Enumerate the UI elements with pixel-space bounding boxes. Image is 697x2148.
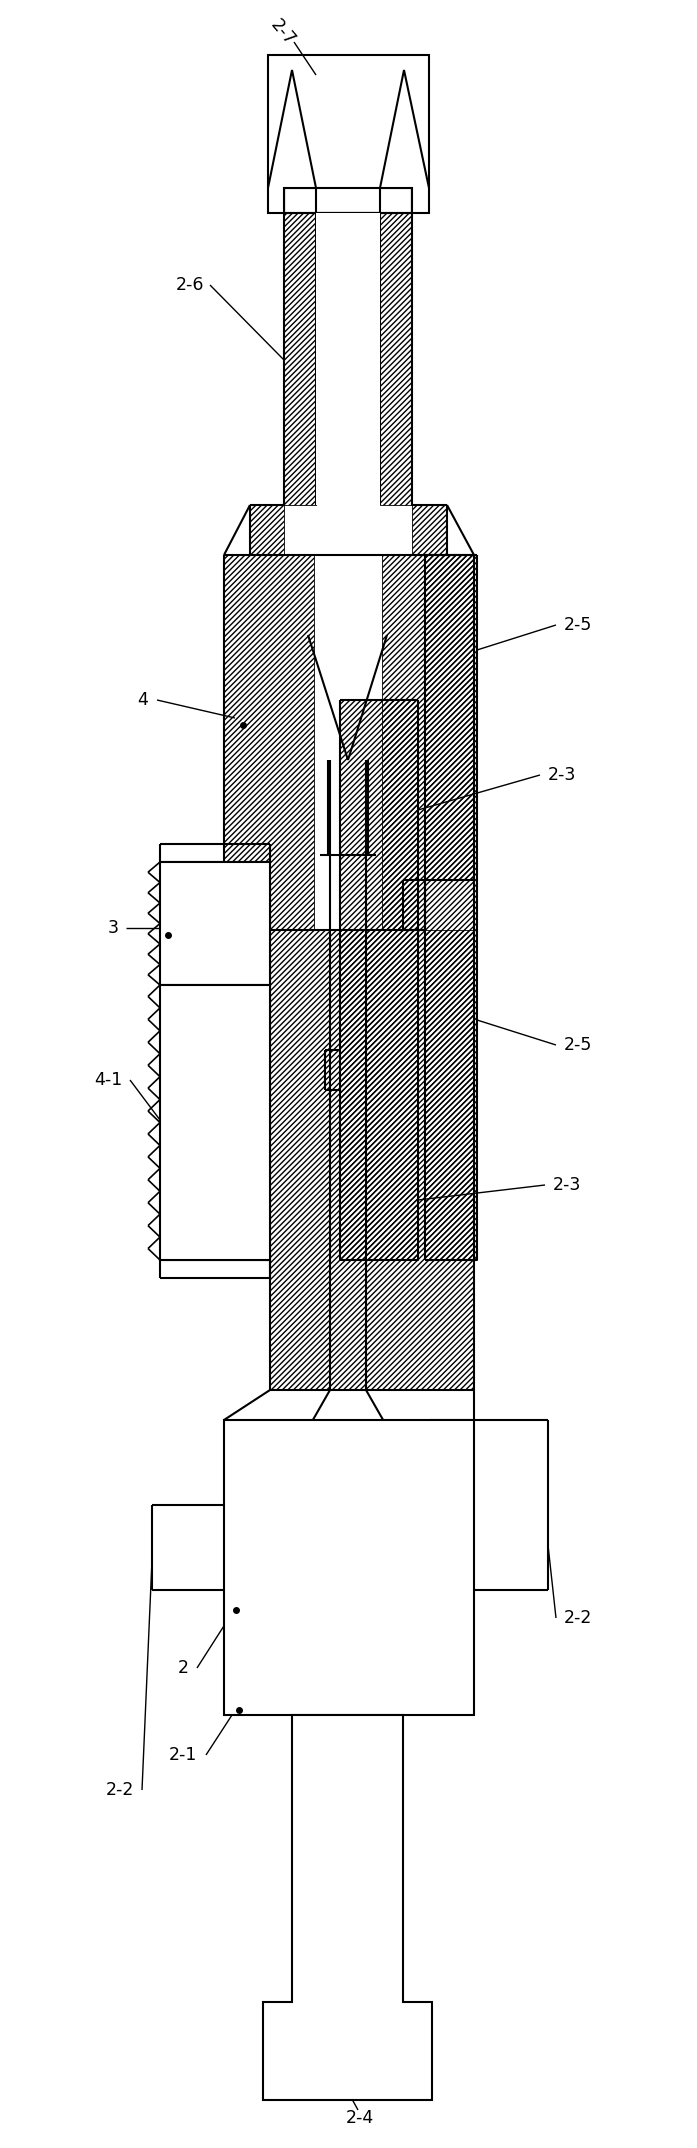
Text: 2-2: 2-2 bbox=[564, 1609, 592, 1626]
Text: 2-2: 2-2 bbox=[106, 1781, 135, 1800]
Text: 2-5: 2-5 bbox=[564, 616, 592, 634]
Polygon shape bbox=[268, 56, 429, 213]
Text: 2-3: 2-3 bbox=[548, 767, 576, 784]
Polygon shape bbox=[316, 213, 380, 505]
Polygon shape bbox=[263, 1714, 432, 2101]
Text: 2-3: 2-3 bbox=[553, 1175, 581, 1194]
Text: 2-1: 2-1 bbox=[169, 1746, 197, 1764]
Text: 2-7: 2-7 bbox=[267, 17, 299, 49]
Text: 3: 3 bbox=[107, 919, 118, 937]
Polygon shape bbox=[160, 861, 270, 986]
Text: 2: 2 bbox=[178, 1658, 188, 1678]
Polygon shape bbox=[268, 71, 316, 213]
Polygon shape bbox=[160, 986, 270, 1261]
Text: 2-5: 2-5 bbox=[564, 1035, 592, 1055]
Polygon shape bbox=[224, 1420, 474, 1714]
Text: 2-4: 2-4 bbox=[346, 2109, 374, 2127]
Text: 4-1: 4-1 bbox=[94, 1072, 122, 1089]
Text: 2-6: 2-6 bbox=[176, 275, 204, 294]
Text: 4: 4 bbox=[137, 692, 148, 709]
Polygon shape bbox=[380, 71, 429, 213]
